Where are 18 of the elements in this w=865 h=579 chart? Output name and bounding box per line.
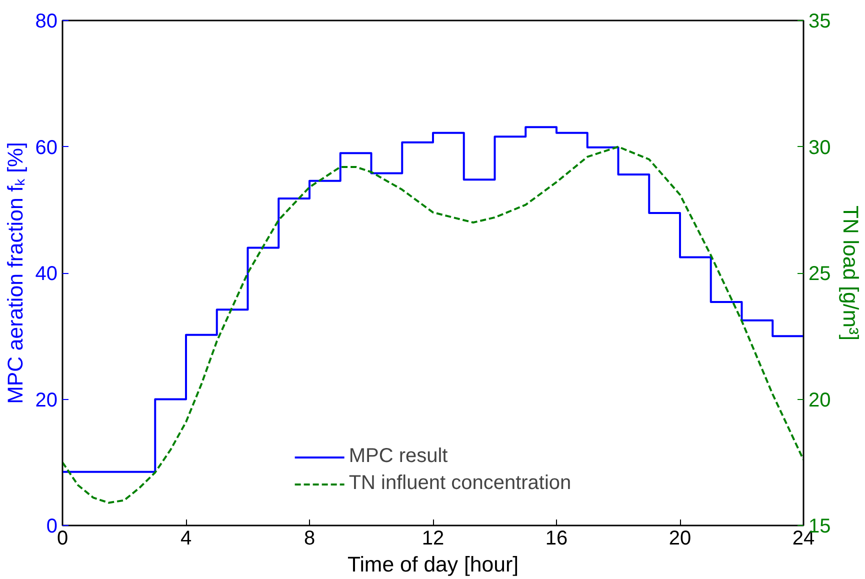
- y-tick-label: 80: [35, 10, 58, 32]
- x-tick-label: 4: [180, 528, 192, 550]
- x-axis-title: Time of day [hour]: [347, 552, 519, 576]
- y-tick-label: 60: [35, 136, 58, 159]
- legend-label: MPC result: [348, 445, 448, 468]
- y2-tick-label: 20: [808, 389, 831, 412]
- y2-tick-label: 25: [808, 263, 831, 285]
- x-tick-label: 8: [304, 528, 316, 550]
- y2-tick-label: 30: [808, 136, 831, 159]
- y-tick-label: 20: [35, 389, 58, 412]
- x-tick-label: 12: [422, 528, 444, 550]
- x-tick-label: 20: [668, 528, 692, 550]
- legend-label: TN influent concentration: [348, 472, 572, 495]
- y2-tick-label: 35: [808, 10, 831, 32]
- y-axis-title: MPC aeration fraction fₖ [%]: [3, 142, 28, 404]
- x-tick-label: 16: [545, 528, 568, 550]
- y2-axis-title: TN load [g/m³]: [838, 205, 863, 341]
- y-tick-label: 40: [35, 263, 58, 285]
